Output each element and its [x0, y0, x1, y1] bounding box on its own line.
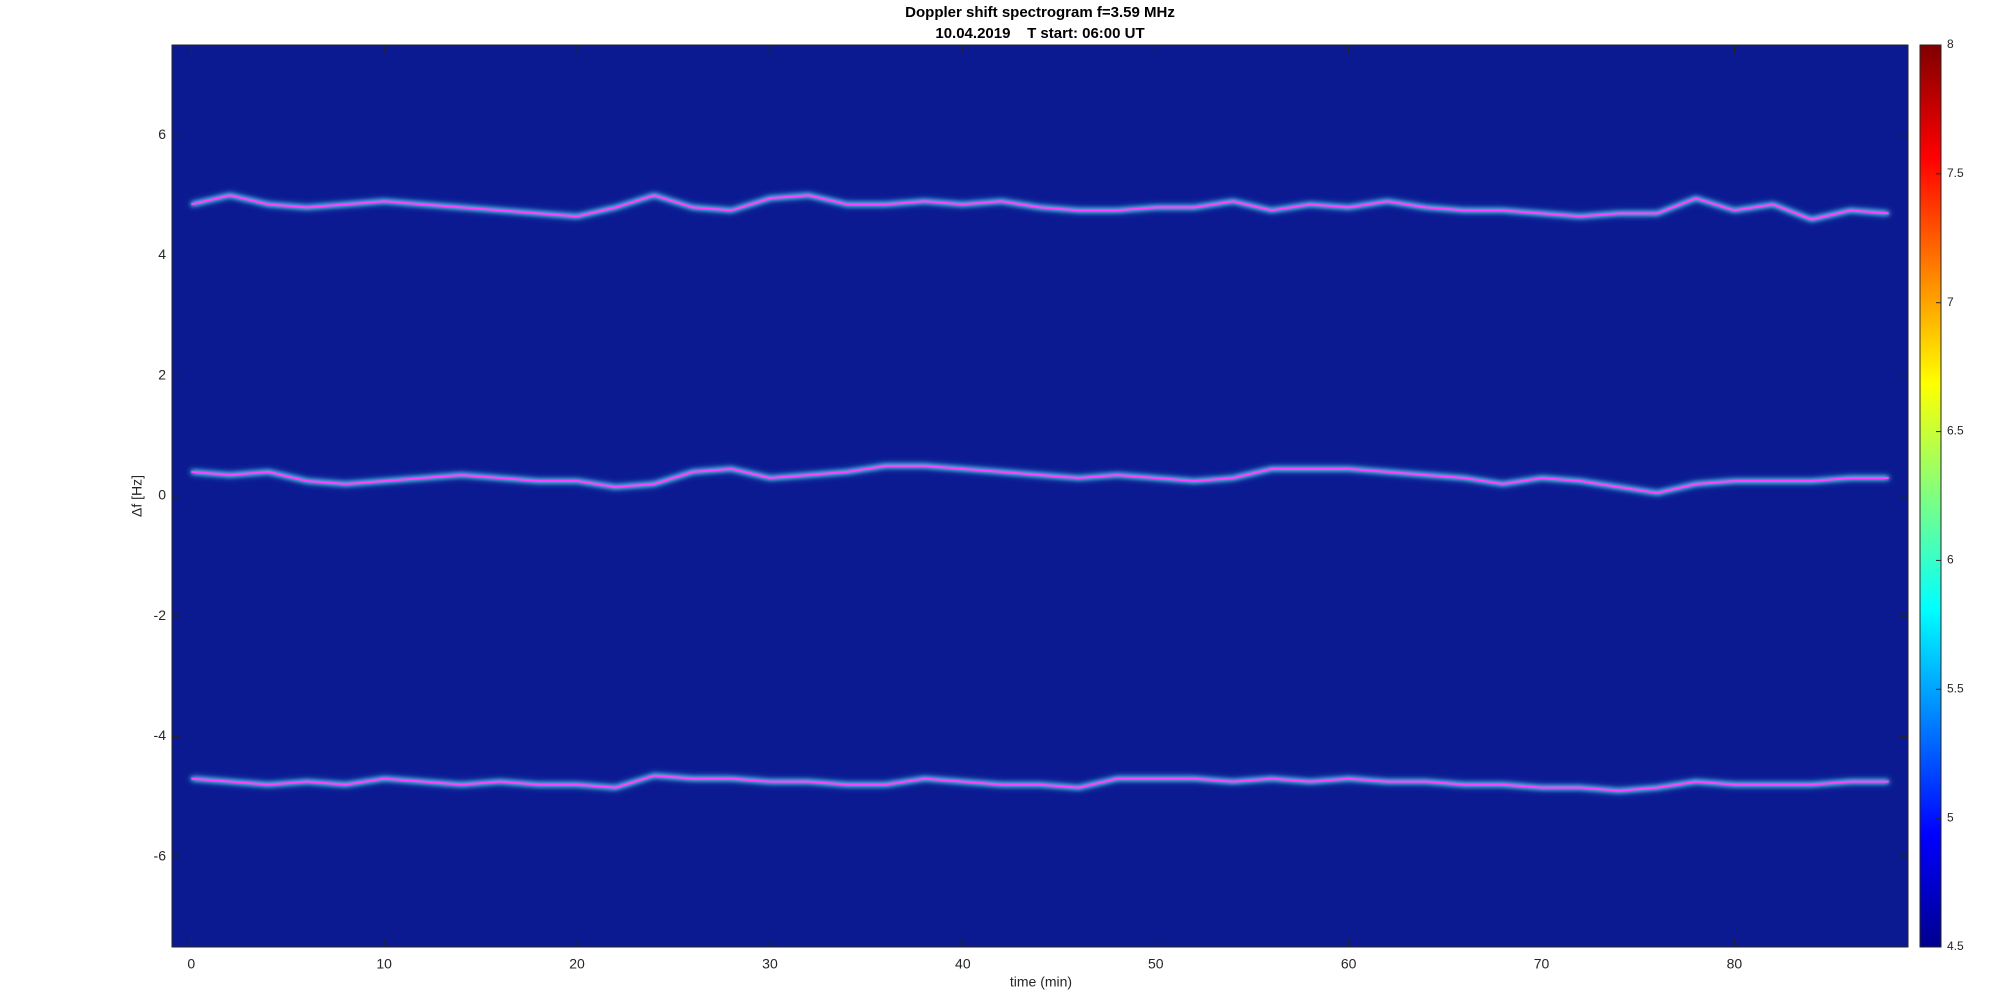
x-tick-label: 20	[569, 956, 585, 972]
chart-subtitle: 10.04.2019 T start: 06:00 UT	[935, 25, 1144, 42]
colorbar-tick-label: 4.5	[1947, 939, 1964, 953]
trace-line	[191, 194, 1889, 221]
colorbar-tick-label: 5.5	[1947, 681, 1964, 695]
trace-line	[191, 774, 1889, 792]
x-tick-label: 60	[1341, 956, 1357, 972]
y-tick-label: -4	[154, 727, 167, 743]
x-axis-label: time (min)	[1010, 974, 1072, 990]
y-tick-label: 2	[158, 366, 166, 382]
plot-area	[172, 45, 1908, 947]
y-tick-label: -6	[154, 848, 167, 864]
trace-line	[191, 464, 1889, 495]
y-axis-label: Δf [Hz]	[129, 475, 145, 517]
y-tick-label: 4	[158, 246, 166, 262]
colorbar-tick-label: 5	[1947, 810, 1954, 824]
x-tick-label: 80	[1727, 956, 1743, 972]
colorbar-tick-label: 7	[1947, 295, 1954, 309]
colorbar-tick-label: 6	[1947, 553, 1954, 567]
x-tick-label: 40	[955, 956, 971, 972]
x-tick-label: 50	[1148, 956, 1164, 972]
x-tick-label: 10	[376, 956, 392, 972]
colorbar	[1919, 44, 1942, 948]
x-tick-label: 70	[1534, 956, 1550, 972]
x-tick-label: 0	[187, 956, 195, 972]
colorbar-tick-label: 8	[1947, 37, 1954, 51]
y-tick-label: -2	[154, 607, 167, 623]
y-tick-label: 0	[158, 487, 166, 503]
chart-title: Doppler shift spectrogram f=3.59 MHz	[905, 4, 1175, 21]
y-tick-label: 6	[158, 126, 166, 142]
colorbar-tick-label: 6.5	[1947, 424, 1964, 438]
x-tick-label: 30	[762, 956, 778, 972]
colorbar-tick-label: 7.5	[1947, 166, 1964, 180]
